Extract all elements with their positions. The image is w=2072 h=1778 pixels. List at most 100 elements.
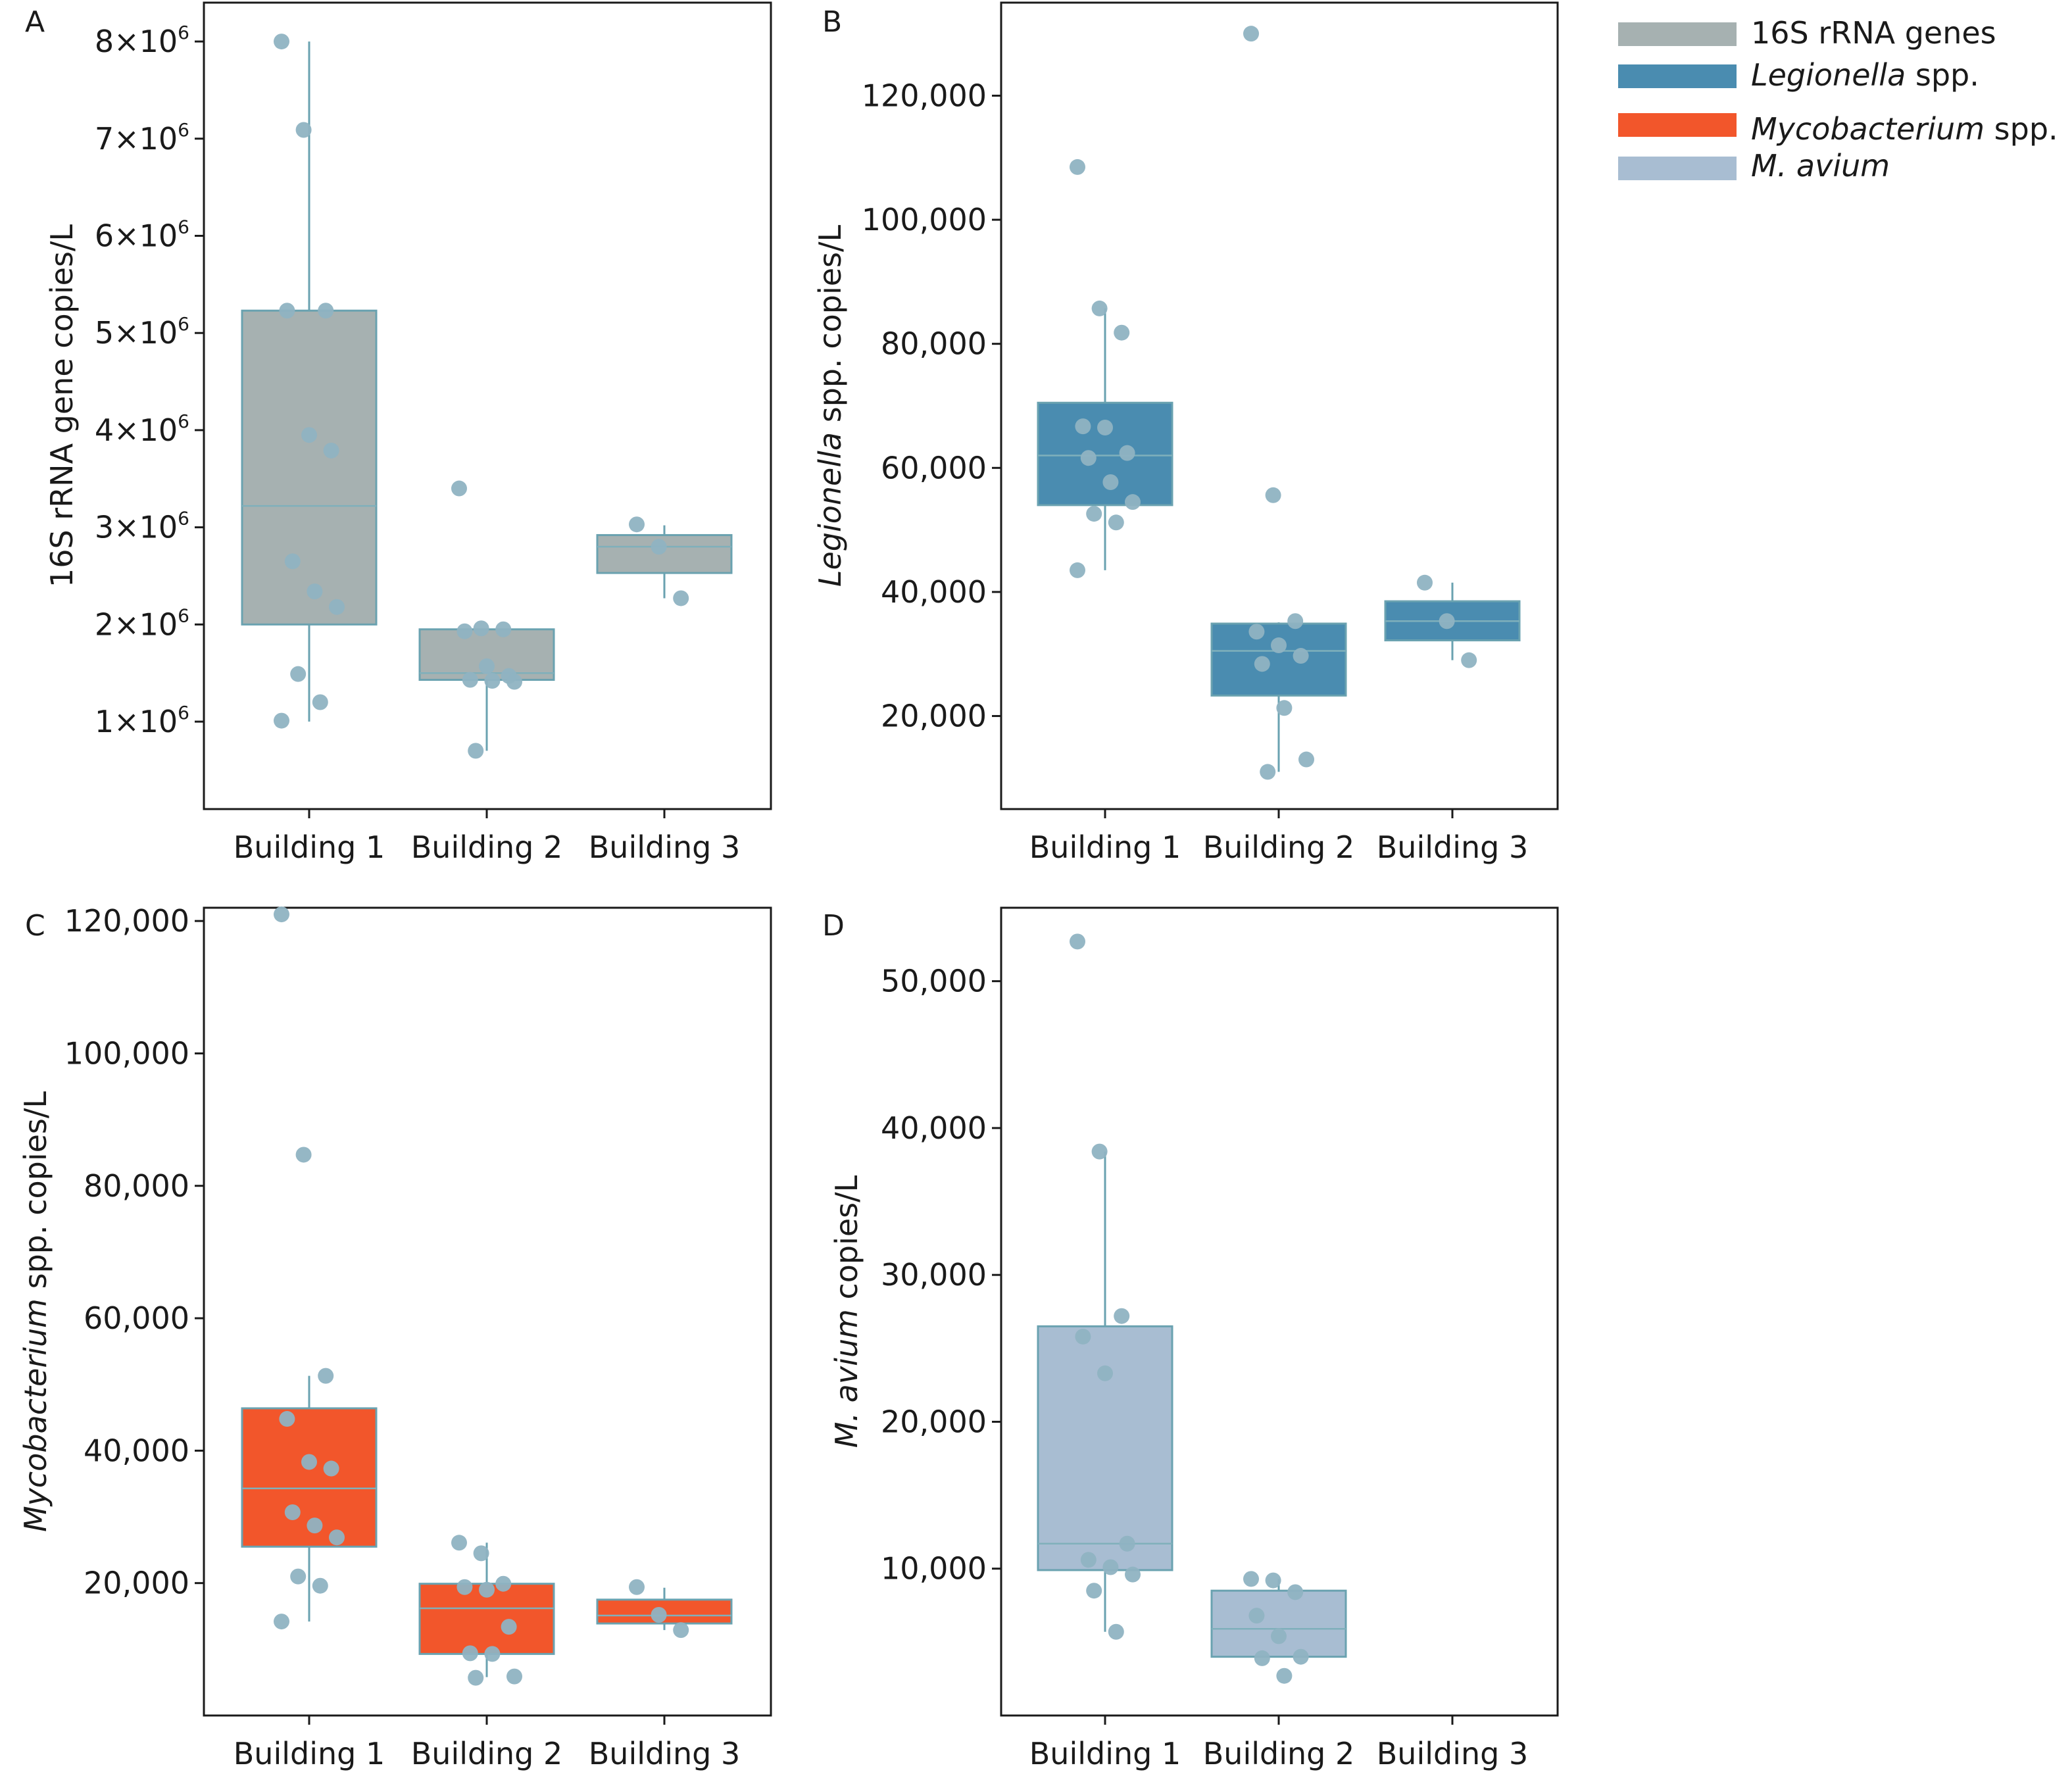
data-point bbox=[1271, 637, 1287, 654]
data-point bbox=[451, 480, 467, 497]
data-point bbox=[1254, 656, 1270, 672]
panel-c: C 20,000 40,000 60,000 80,000 100,000 120,000 M… bbox=[18, 903, 772, 1771]
data-point bbox=[274, 34, 289, 50]
tick-base: 8×10 bbox=[95, 24, 178, 59]
data-point bbox=[279, 1411, 295, 1427]
data-point bbox=[1080, 1552, 1097, 1568]
y-axis-title: M. avium copies/L bbox=[829, 1175, 864, 1448]
x-tick-label: Building 2 bbox=[1203, 1736, 1355, 1771]
data-point bbox=[1075, 1328, 1091, 1345]
data-point bbox=[1293, 648, 1309, 664]
data-point bbox=[301, 427, 317, 443]
tick-base: 7×10 bbox=[95, 121, 178, 157]
x-tick-label: Building 1 bbox=[1029, 1736, 1181, 1771]
y-tick-label: 120,000 bbox=[862, 78, 987, 113]
text-part: M. avium bbox=[829, 1309, 864, 1448]
data-point bbox=[473, 1545, 489, 1562]
y-tick-label: 7×106 bbox=[95, 119, 189, 157]
tick-exponent: 6 bbox=[178, 605, 189, 626]
box-building-1 bbox=[1037, 933, 1173, 1640]
tick-exponent: 6 bbox=[178, 313, 189, 335]
y-tick-label: 1×106 bbox=[95, 702, 189, 739]
text-part: spp. copies/L bbox=[18, 1091, 53, 1298]
x-tick-label: Building 1 bbox=[234, 1736, 385, 1771]
data-point bbox=[673, 590, 689, 606]
tick-exponent: 6 bbox=[178, 508, 189, 530]
data-point bbox=[451, 1535, 467, 1551]
data-point bbox=[1248, 624, 1265, 640]
y-tick-label: 5×106 bbox=[95, 313, 189, 351]
y-tick-label: 40,000 bbox=[84, 1433, 189, 1468]
data-point bbox=[495, 1575, 512, 1592]
y-tick-label: 40,000 bbox=[881, 574, 987, 610]
legend-label: 16S rRNA genes bbox=[1751, 15, 1996, 51]
text-part: M. avium bbox=[1751, 148, 1890, 184]
tick-base: 2×10 bbox=[95, 606, 178, 642]
data-point bbox=[1287, 613, 1304, 630]
data-point bbox=[1260, 764, 1276, 780]
data-point bbox=[1102, 1559, 1119, 1575]
tick-exponent: 6 bbox=[178, 22, 189, 43]
data-point bbox=[1243, 1571, 1259, 1587]
data-point bbox=[1119, 1535, 1135, 1552]
x-tick-label: Building 3 bbox=[589, 829, 741, 865]
y-tick-label: 40,000 bbox=[881, 1110, 987, 1146]
data-point bbox=[318, 303, 334, 319]
data-point bbox=[1271, 1628, 1287, 1644]
y-tick-label: 100,000 bbox=[64, 1035, 189, 1071]
box-body bbox=[1037, 401, 1173, 506]
data-point bbox=[307, 1518, 323, 1534]
y-axis-title: Mycobacterium spp. copies/L bbox=[18, 1091, 53, 1532]
data-point bbox=[1439, 613, 1455, 630]
data-point bbox=[506, 1668, 522, 1685]
legend-label: M. avium bbox=[1751, 148, 1890, 184]
data-point bbox=[1108, 1623, 1124, 1640]
data-point bbox=[290, 1568, 307, 1585]
tick-exponent: 6 bbox=[178, 702, 189, 724]
data-point bbox=[1276, 1667, 1293, 1684]
data-point bbox=[1102, 474, 1119, 490]
text-part: spp. copies/L bbox=[812, 224, 848, 432]
y-tick-label: 2×106 bbox=[95, 605, 189, 642]
panel-d: D 10,000 20,000 30,000 40,000 50,000 M. avium … bbox=[822, 906, 1559, 1771]
text-part: Mycobacterium bbox=[18, 1298, 53, 1532]
y-tick-label: 80,000 bbox=[881, 326, 987, 362]
data-point bbox=[274, 712, 289, 729]
y-tick-label: 100,000 bbox=[862, 202, 987, 237]
box-body bbox=[596, 533, 733, 574]
tick-exponent: 6 bbox=[178, 119, 189, 141]
y-tick-label: 80,000 bbox=[84, 1168, 189, 1204]
y-tick-label: 30,000 bbox=[881, 1257, 987, 1293]
panel-letter: D bbox=[822, 909, 845, 943]
y-tick-label: 6×106 bbox=[95, 216, 189, 254]
data-point bbox=[295, 122, 312, 138]
box-building-2 bbox=[418, 1535, 555, 1686]
data-point bbox=[473, 620, 489, 637]
panel-letter: A bbox=[25, 5, 45, 39]
data-point bbox=[1248, 1608, 1265, 1624]
x-tick-label: Building 3 bbox=[589, 1736, 741, 1771]
data-point bbox=[279, 303, 295, 319]
data-point bbox=[1091, 1143, 1108, 1160]
y-tick-label: 120,000 bbox=[64, 903, 189, 939]
box-body bbox=[1210, 622, 1347, 697]
box-body bbox=[1037, 1325, 1173, 1571]
data-point bbox=[1070, 562, 1085, 578]
legend-label: Mycobacterium spp. bbox=[1751, 111, 2058, 147]
box-building-3 bbox=[596, 516, 733, 606]
data-point bbox=[1298, 751, 1314, 768]
data-point bbox=[312, 1577, 328, 1594]
box-building-1 bbox=[1037, 159, 1173, 578]
data-point bbox=[501, 1619, 517, 1635]
tick-base: 1×10 bbox=[95, 704, 178, 739]
data-point bbox=[1265, 1572, 1281, 1589]
text-part: Legionella bbox=[812, 432, 848, 587]
data-point bbox=[456, 623, 473, 639]
data-point bbox=[479, 658, 495, 674]
x-tick-label: Building 3 bbox=[1377, 1736, 1529, 1771]
x-tick-label: Building 3 bbox=[1377, 829, 1529, 865]
tick-exponent: 6 bbox=[178, 216, 189, 238]
data-point bbox=[1125, 494, 1141, 510]
